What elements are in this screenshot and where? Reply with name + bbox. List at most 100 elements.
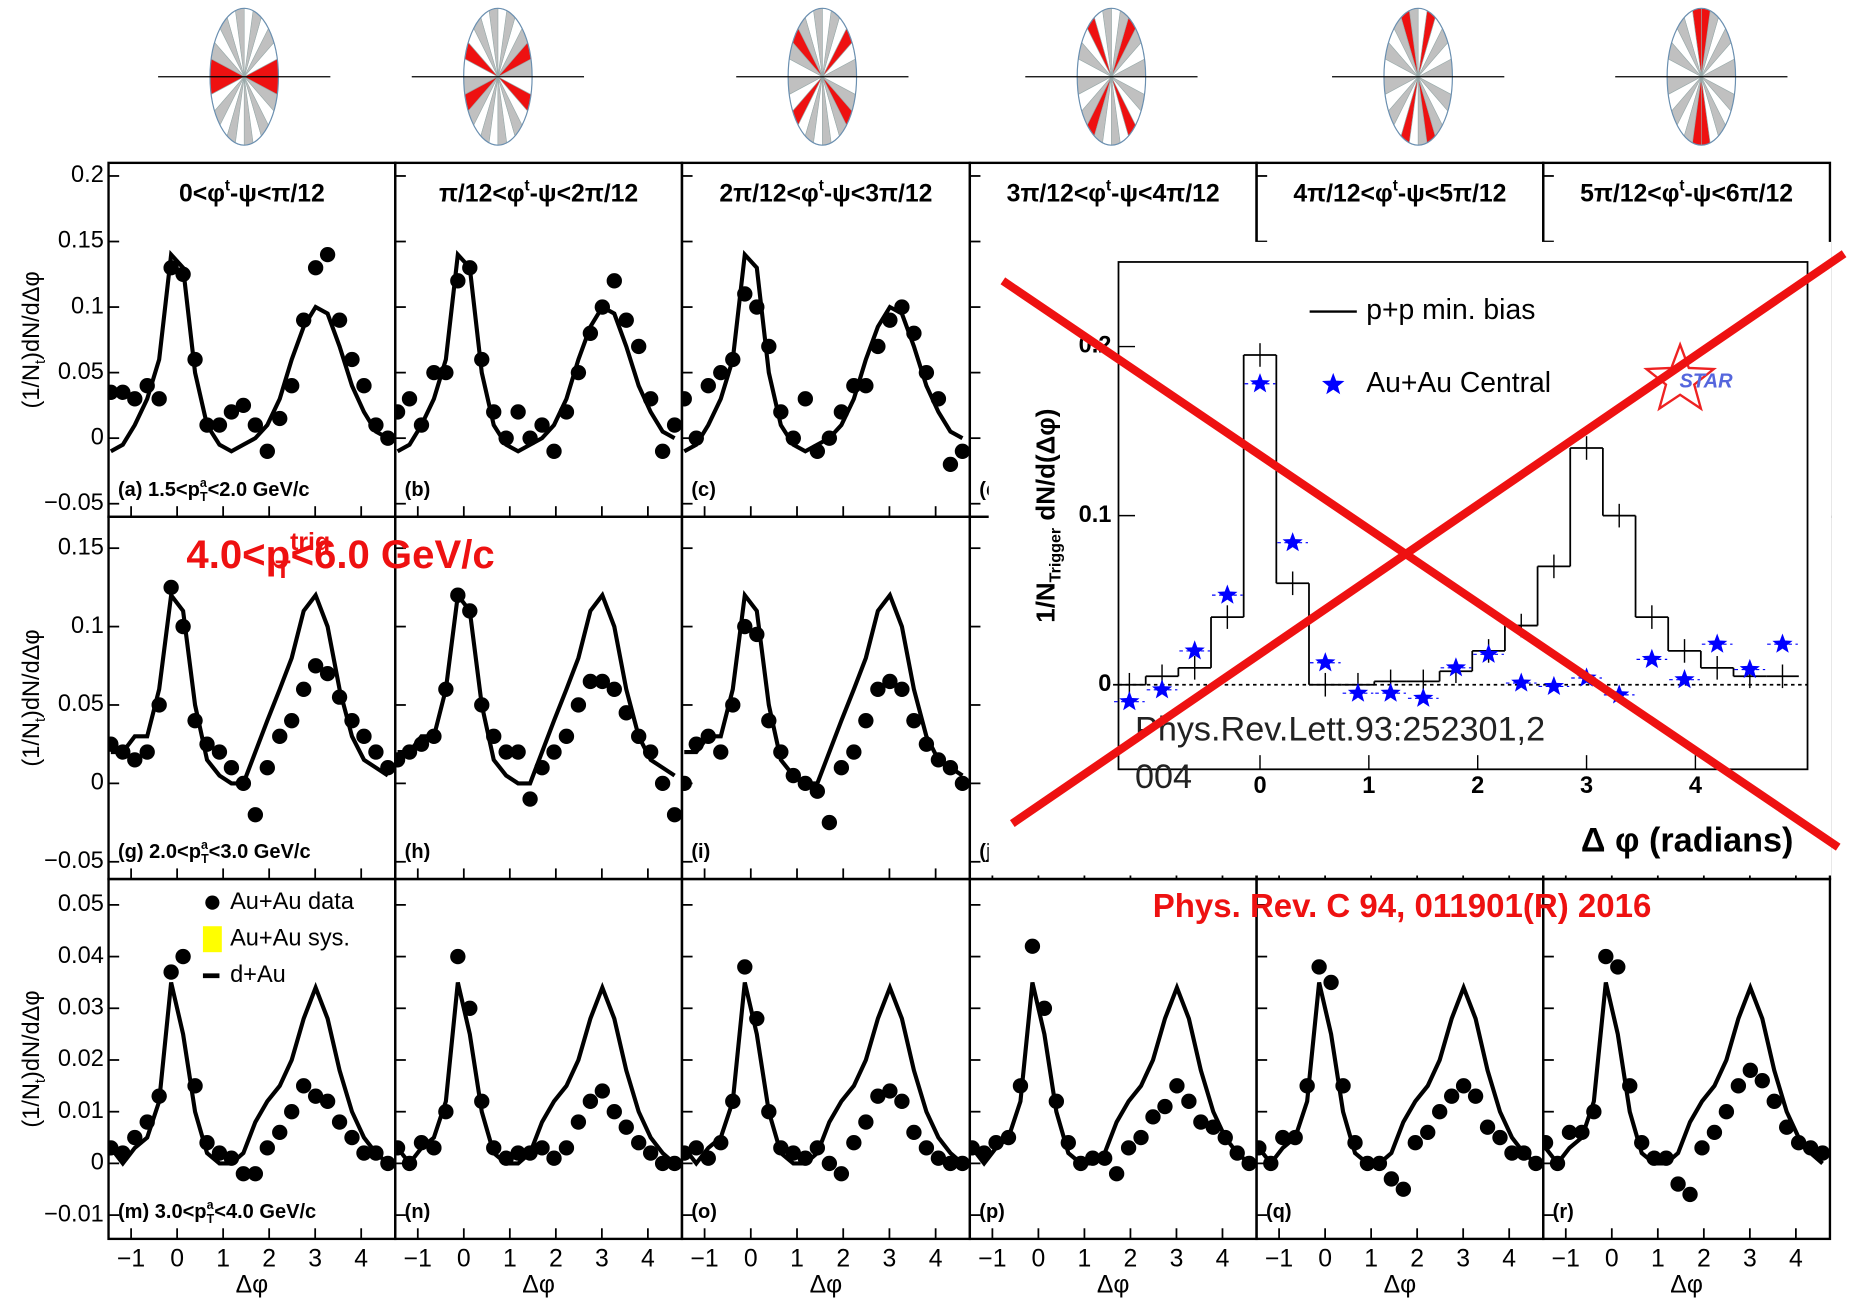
data-point: [942, 1155, 959, 1172]
data-point: [725, 1093, 741, 1110]
data-point: [1311, 959, 1327, 975]
y-axis-label-text: 1/N: [1033, 582, 1061, 622]
annotation-sup: trig: [290, 527, 330, 555]
data-point: [666, 807, 682, 823]
y-tick-label: −0.05: [44, 489, 104, 515]
data-point: [930, 752, 947, 768]
data-point: [151, 697, 167, 713]
y-axis-label: (1/Nt)dN/dΔφ: [18, 629, 49, 766]
data-point: [894, 681, 910, 697]
data-point: [319, 246, 336, 263]
data-point: [462, 260, 478, 276]
data-point: [558, 728, 575, 745]
data-point: [331, 1114, 348, 1130]
data-point: [906, 325, 922, 341]
data-point: [474, 1093, 490, 1110]
legend-marker: [205, 895, 220, 910]
y-tick-label: −0.05: [44, 847, 104, 873]
data-point: [749, 1010, 765, 1027]
legend-label: Au+Au Central: [1366, 366, 1551, 398]
data-point: [700, 728, 716, 745]
data-point: [450, 587, 466, 603]
data-point: [199, 417, 215, 433]
panel-label: (a) 1.5<pa T<2.0 GeV/c: [118, 476, 310, 504]
data-point: [413, 417, 430, 433]
panel-title-sup: t: [819, 177, 824, 194]
y-tick-label: 0: [91, 1149, 104, 1175]
data-point: [259, 1140, 275, 1156]
data-point: [307, 658, 324, 674]
x-tick-label: 2: [1697, 1246, 1711, 1273]
legend-label: d+Au: [230, 961, 286, 987]
data-point: [942, 456, 959, 473]
panel-label-sub: T: [207, 1212, 215, 1226]
y-axis-label-text: (1/N: [18, 722, 44, 767]
panel-label-sup: a: [207, 1198, 214, 1212]
data-point: [413, 1135, 430, 1151]
data-point: [833, 404, 850, 420]
data-point: [331, 689, 348, 705]
star-point: [1380, 682, 1401, 702]
data-point: [272, 728, 288, 745]
legend-label: Au+Au data: [230, 888, 355, 914]
data-point: [1670, 1176, 1686, 1192]
data-point: [438, 1104, 454, 1120]
panel-label: (n): [405, 1201, 431, 1223]
data-point: [498, 744, 514, 760]
data-point: [1407, 1135, 1423, 1151]
data-point: [356, 1145, 372, 1161]
data-point: [223, 404, 240, 420]
data-point: [942, 760, 959, 776]
data-point: [1323, 974, 1339, 991]
data-point: [175, 266, 191, 282]
data-point: [115, 744, 131, 760]
data-point: [1085, 1150, 1101, 1166]
y-axis-label-sub: t: [33, 1079, 49, 1083]
dau-line: [970, 981, 1251, 1167]
data-point: [331, 312, 348, 328]
y-tick-label: −0.01: [44, 1200, 104, 1226]
data-point: [1157, 1098, 1173, 1115]
data-point: [785, 1145, 801, 1161]
data-point: [307, 1088, 324, 1104]
data-point: [401, 744, 418, 760]
data-point: [486, 1140, 502, 1156]
data-point: [1802, 1140, 1819, 1156]
data-point: [821, 1155, 838, 1172]
star-point: [1511, 672, 1532, 692]
data-point: [1814, 1145, 1830, 1161]
x-tick-label: 0: [1318, 1246, 1332, 1273]
x-axis-label: Δφ: [1384, 1272, 1417, 1299]
data-point: [426, 728, 442, 745]
data-point: [1766, 1093, 1782, 1110]
panel-label-tail: <3.0 GeV/c: [209, 841, 311, 863]
data-point: [1287, 1129, 1303, 1146]
x-tick-label: 0: [457, 1246, 471, 1273]
plot-area: [1543, 948, 1830, 1203]
x-tick-label: 4: [1789, 1246, 1803, 1273]
data-point: [1479, 1119, 1496, 1135]
data-point: [846, 1135, 862, 1151]
plot-area: [108, 579, 396, 823]
plot-area: [395, 249, 682, 459]
annotation: 4.0<ptrig T<6.0 GeV/c: [186, 527, 494, 583]
dau-line: [1257, 981, 1538, 1167]
y-tick-label: 0.15: [58, 227, 104, 253]
data-point: [413, 736, 430, 752]
plot-area: [681, 959, 970, 1182]
data-point: [175, 618, 191, 635]
x-axis-label: Δφ: [236, 1272, 269, 1299]
data-point: [894, 1093, 910, 1110]
data-point: [1263, 1155, 1279, 1172]
data-point: [344, 712, 360, 729]
plot-area: [108, 948, 396, 1182]
data-point: [821, 814, 838, 831]
data-point: [510, 744, 526, 760]
data-point: [522, 430, 538, 446]
data-point: [1383, 1171, 1400, 1187]
data-point: [272, 1124, 288, 1141]
y-axis-label-tail: dN/d(Δφ): [1033, 409, 1061, 528]
x-tick-label: 3: [1580, 772, 1593, 798]
data-point: [211, 744, 228, 760]
data-point: [319, 1093, 336, 1110]
